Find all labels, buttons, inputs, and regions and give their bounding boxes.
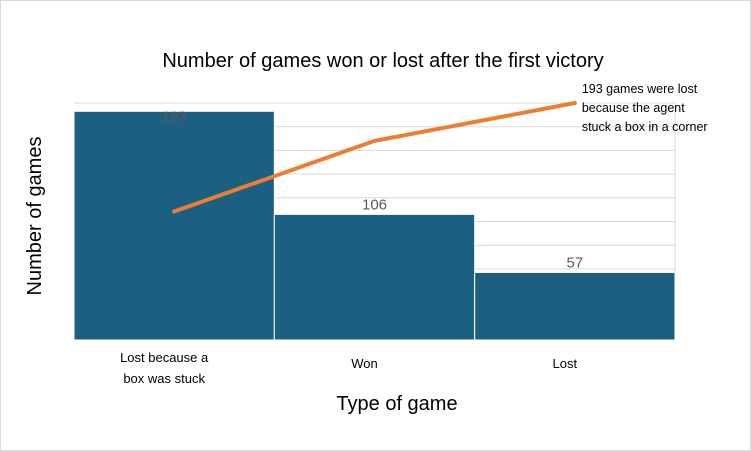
annotation-line-1: because the agent [582, 101, 685, 115]
annotation-line-2: stuck a box in a corner [582, 120, 708, 134]
data-labels: 193 106 57 [162, 108, 584, 271]
data-label-0: 193 [162, 108, 187, 125]
annotation-marker [576, 99, 583, 105]
data-label-2: 57 [566, 254, 583, 271]
bar-0 [73, 110, 275, 341]
x-tick-label-0: Lost because a box was stuck [120, 350, 209, 386]
x-tick-label-2: Lost [553, 356, 578, 371]
data-label-1: 106 [362, 196, 387, 213]
annotation-line-0: 193 games were lost [582, 82, 698, 96]
bars [73, 110, 676, 341]
cumulative-line [172, 101, 577, 214]
x-tick-labels: Lost because a box was stuck Won Lost [120, 350, 577, 386]
x-tick-label-1: Won [351, 356, 378, 371]
chart-title: Number of games won or lost after the fi… [162, 50, 603, 72]
y-axis-title: Number of games [24, 137, 46, 296]
bar-1 [273, 213, 476, 341]
x-axis-title: Type of game [336, 393, 457, 415]
line-annotation: 193 games were lost because the agent stuc… [576, 82, 708, 134]
bar-2 [474, 271, 676, 341]
